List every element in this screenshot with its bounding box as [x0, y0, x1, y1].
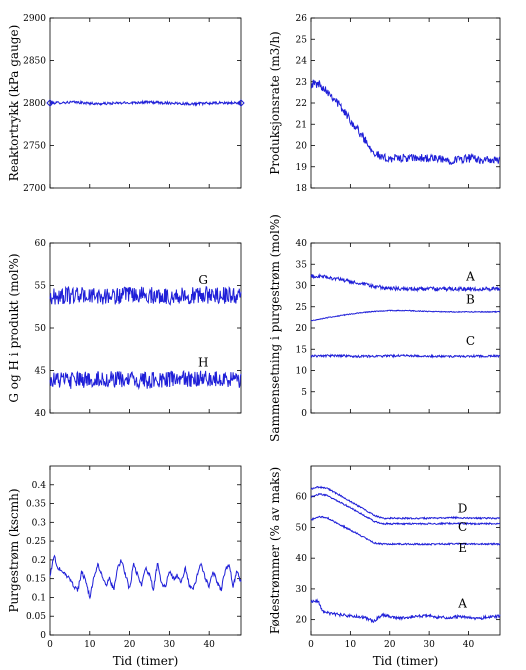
y-tick-label: 21 [296, 120, 307, 130]
series-annotation: H [198, 355, 208, 369]
chart-purgestrom: 0 0.05 0.1 0.15 0.2 0.25 0.3 0.35 0.4 0 10 20 30 40 Pu… [7, 465, 242, 668]
y-tick-label: 2700 [23, 184, 46, 194]
series-line [49, 99, 242, 107]
x-tick-label: 10 [345, 640, 357, 650]
y-tick-label: 0.1 [32, 593, 46, 603]
y-tick-label: 50 [35, 324, 47, 334]
series-line [310, 485, 501, 521]
y-tick-label: 19 [296, 163, 308, 173]
series-line [49, 554, 242, 600]
y-tick-label: 20 [296, 616, 308, 626]
y-tick-label: 2900 [23, 14, 46, 24]
series-line [310, 598, 501, 624]
x-axis-label: Tid (timer) [373, 654, 439, 668]
y-tick-label: 40 [296, 554, 308, 564]
series-line [310, 353, 501, 359]
x-tick-label: 0 [308, 640, 314, 650]
x-axis-label: Tid (timer) [113, 654, 179, 668]
series-annotation: C [458, 520, 467, 534]
y-tick-label: 10 [296, 367, 308, 377]
series-annotation: D [458, 502, 468, 516]
y-tick-label: 22 [296, 99, 307, 109]
y-tick-label: 35 [296, 260, 308, 270]
y-tick-label: 30 [296, 282, 308, 292]
y-tick-label: 18 [296, 184, 308, 194]
series-annotation: G [198, 273, 208, 287]
x-tick-label: 30 [164, 640, 176, 650]
y-tick-label: 2800 [23, 99, 46, 109]
y-tick-label: 0.2 [32, 556, 46, 566]
y-tick-label: 0.4 [32, 481, 47, 491]
chart-fodestrommer: 20 30 40 50 60 0 10 20 30 40 Fødestrømmer (% av ma… [268, 465, 501, 668]
y-tick-label: 45 [35, 367, 47, 377]
y-tick-label: 0.35 [26, 500, 46, 510]
y-tick-label: 20 [296, 324, 308, 334]
series-annotation: E [458, 541, 467, 555]
y-tick-label: 2750 [23, 142, 46, 152]
y-axis-label: Reaktortrykk (kPa gauge) [7, 25, 21, 182]
y-tick-label: 0.05 [26, 612, 46, 622]
y-axis-label: Sammensetning i purgestrøm (mol%) [268, 214, 282, 442]
y-tick-label: 26 [296, 14, 308, 24]
y-tick-label: 25 [296, 303, 308, 313]
y-tick-label: 55 [35, 282, 47, 292]
y-tick-label: 0.25 [26, 537, 46, 547]
series-line [310, 309, 501, 322]
y-tick-label: 0.3 [32, 518, 47, 528]
chart-sammensetning-purgestrom: 0 5 10 15 20 25 30 35 40 Sammensetning i purgestr… [268, 214, 501, 442]
y-tick-label: 20 [296, 142, 308, 152]
y-tick-label: 0.15 [26, 575, 46, 585]
y-tick-label: 5 [301, 388, 307, 398]
data-marker [46, 99, 54, 107]
y-tick-label: 25 [296, 35, 308, 45]
y-axis-label: Fødestrømmer (% av maks) [268, 467, 282, 634]
y-tick-label: 30 [296, 585, 308, 595]
x-tick-label: 10 [84, 640, 96, 650]
y-tick-label: 40 [296, 239, 308, 249]
y-tick-label: 15 [296, 345, 308, 355]
chart-produksjonsrate: 18 19 20 21 22 23 24 25 26 Produksjonsrate (m3/h) [268, 14, 501, 194]
y-tick-label: 24 [296, 57, 308, 67]
y-axis-label: Produksjonsrate (m3/h) [268, 31, 282, 174]
series-annotation: B [466, 292, 475, 306]
chart-g-og-h-i-produkt: 40 45 50 55 60 G og H i produkt (mol%) G H [7, 239, 242, 419]
series-line [310, 79, 501, 166]
series-annotation: C [466, 334, 475, 348]
series-annotation: A [465, 269, 475, 283]
x-tick-label: 0 [47, 640, 53, 650]
x-tick-label: 40 [463, 640, 475, 650]
y-tick-label: 2850 [23, 57, 46, 67]
series-annotation: A [457, 596, 467, 610]
y-tick-label: 0 [40, 631, 46, 641]
series-line [310, 515, 501, 546]
series-line [49, 369, 242, 391]
y-axis-label: G og H i produkt (mol%) [7, 253, 21, 402]
plot-frame [310, 465, 501, 636]
y-tick-label: 23 [296, 78, 308, 88]
x-tick-label: 40 [203, 640, 215, 650]
plot-frame [49, 465, 242, 636]
y-tick-label: 50 [296, 523, 308, 533]
plot-frame [49, 242, 242, 414]
series-line [49, 285, 242, 306]
y-tick-label: 60 [35, 239, 47, 249]
y-tick-label: 60 [296, 493, 308, 503]
y-axis-label: Purgestrøm (kscmh) [7, 488, 21, 612]
x-tick-label: 30 [423, 640, 435, 650]
x-tick-label: 20 [124, 640, 136, 650]
data-marker [237, 99, 245, 107]
series-line [310, 273, 501, 293]
y-tick-label: 0 [301, 409, 307, 419]
x-tick-label: 20 [384, 640, 396, 650]
y-tick-label: 40 [35, 409, 47, 419]
series-line [310, 492, 501, 526]
